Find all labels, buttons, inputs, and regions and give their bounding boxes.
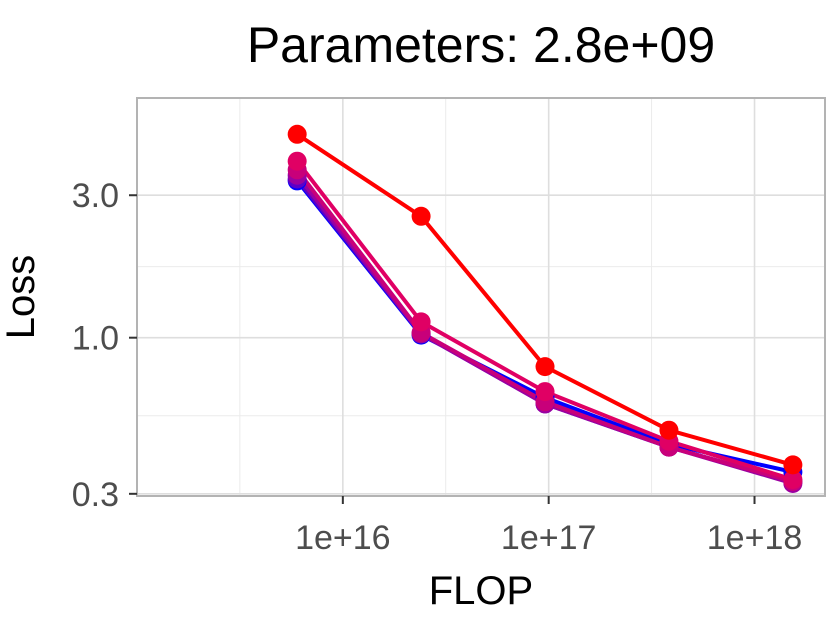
x-tick-label: 1e+18 (707, 519, 803, 557)
plot-border (136, 97, 826, 497)
data-point (783, 455, 803, 475)
data-point (659, 420, 679, 440)
y-tick-label: 1.0 (72, 320, 119, 358)
data-point (287, 151, 307, 171)
data-point (287, 124, 307, 144)
x-tick-label: 1e+17 (501, 519, 597, 557)
plot-area: 1e+16 1e+17 1e+18 0.3 1.0 3.0 (72, 97, 826, 557)
data-point (535, 382, 555, 402)
y-tick-label: 0.3 (72, 476, 119, 514)
y-tick-label: 3.0 (72, 177, 119, 215)
x-axis-title: FLOP (429, 569, 533, 613)
data-point (411, 206, 431, 226)
chart-title: Parameters: 2.8e+09 (247, 17, 715, 73)
data-point (411, 312, 431, 332)
plot-background (137, 98, 825, 496)
data-point (783, 470, 803, 490)
data-point (535, 357, 555, 377)
y-axis-title: Loss (0, 255, 43, 340)
x-tick-label: 1e+16 (295, 519, 391, 557)
